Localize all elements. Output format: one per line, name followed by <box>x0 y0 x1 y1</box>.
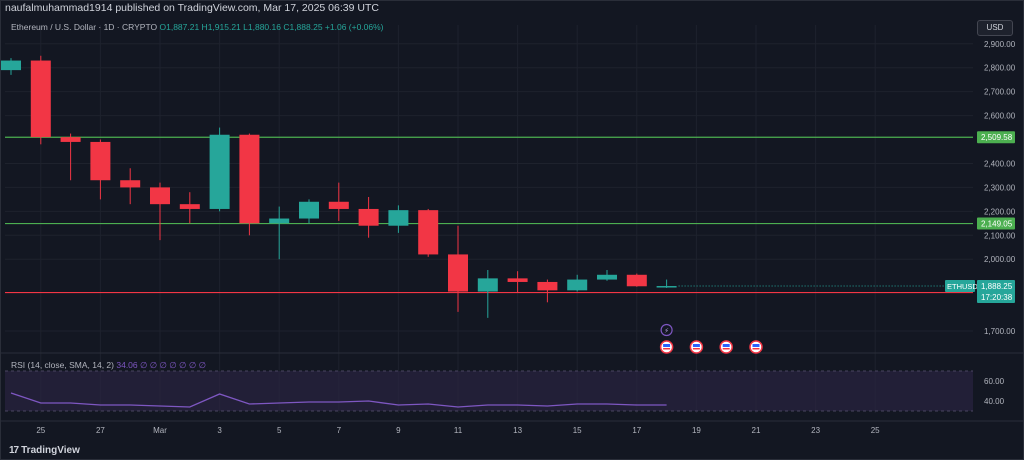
rsi-tick-label: 60.00 <box>984 377 1005 386</box>
flag-canton <box>722 344 730 347</box>
candle-down <box>626 274 647 287</box>
tradingview-mark-icon: 17 <box>9 445 19 456</box>
currency-button[interactable]: USD <box>977 20 1013 36</box>
price-tick-label: 2,800.00 <box>984 64 1016 73</box>
candle-down <box>537 281 558 291</box>
current-price-label: 1,888.25 <box>981 282 1013 291</box>
candle-down <box>30 60 51 138</box>
candle-up <box>299 201 319 219</box>
price-tick-label: 2,400.00 <box>984 159 1016 168</box>
candle-down <box>90 141 111 181</box>
price-tick-label: 2,200.00 <box>984 207 1016 216</box>
time-tick-label: Mar <box>153 426 167 435</box>
rsi-band <box>5 371 973 411</box>
tradingview-logo[interactable]: 17 TradingView <box>9 445 80 456</box>
rsi-title: RSI (14, close, SMA, 14, 2) <box>11 360 114 370</box>
level-price-label: 2,509.58 <box>981 133 1013 142</box>
rsi-line <box>10 392 667 408</box>
rsi-legend: RSI (14, close, SMA, 14, 2) 34.06 ∅ ∅ ∅ … <box>11 360 206 371</box>
rsi-value: 34.06 ∅ ∅ ∅ ∅ ∅ ∅ ∅ <box>116 360 206 370</box>
time-tick-label: 13 <box>513 426 522 435</box>
candle-down <box>150 187 170 205</box>
symbol-legend: Ethereum / U.S. Dollar · 1D · CRYPTO O1,… <box>11 22 384 32</box>
rsi-tick-label: 40.00 <box>984 397 1005 406</box>
candle-up <box>567 279 588 291</box>
countdown-label: 17:20:38 <box>981 293 1013 302</box>
level-price-label: 2,149.05 <box>981 220 1013 229</box>
price-tick-label: 2,600.00 <box>984 112 1016 121</box>
price-tick-label: 1,700.00 <box>984 327 1016 336</box>
time-tick-label: 19 <box>692 426 701 435</box>
time-tick-label: 5 <box>277 426 282 435</box>
candle-down <box>358 208 379 226</box>
ohlc-values: O1,887.21 H1,915.21 L1,880.16 C1,888.25 … <box>159 22 384 32</box>
symbol-tag <box>945 279 975 292</box>
candle-up <box>1 60 21 71</box>
time-tick-label: 7 <box>337 426 342 435</box>
time-tick-label: 9 <box>396 426 401 435</box>
candle-down <box>418 210 439 255</box>
level-price-tag <box>977 131 1015 144</box>
flag-canton <box>663 344 671 347</box>
symbol-title: Ethereum / U.S. Dollar · 1D · CRYPTO <box>11 22 158 32</box>
time-tick-label: 25 <box>36 426 45 435</box>
published-line: naufalmuhammad1914 published on TradingV… <box>5 2 379 14</box>
candle-up <box>656 286 677 288</box>
candle-up <box>269 218 290 224</box>
current-price-tag <box>977 279 1015 303</box>
flag-canton <box>752 344 760 347</box>
time-tick-label: 25 <box>871 426 880 435</box>
candle-up <box>477 278 498 292</box>
candle-down <box>179 204 200 209</box>
flag-stripe <box>752 348 760 350</box>
flag-stripe <box>692 348 700 350</box>
candle-down <box>328 201 349 209</box>
symbol-tag-label: ETHUSD <box>947 282 978 291</box>
candle-up <box>209 134 230 209</box>
time-tick-label: 23 <box>811 426 820 435</box>
flag-stripe <box>722 348 730 350</box>
candle-up <box>597 274 617 280</box>
brand-name: TradingView <box>21 445 80 456</box>
candle-up <box>388 210 409 226</box>
flag-stripe <box>663 348 671 350</box>
time-tick-label: 15 <box>573 426 582 435</box>
candle-down <box>60 137 81 142</box>
time-tick-label: 11 <box>454 426 463 435</box>
candle-down <box>239 134 260 224</box>
price-tick-label: 2,300.00 <box>984 183 1016 192</box>
lightning-event-icon <box>660 323 673 337</box>
time-tick-label: 21 <box>752 426 761 435</box>
price-tick-label: 2,700.00 <box>984 88 1016 97</box>
candle-down <box>507 278 528 282</box>
price-tick-label: 2,000.00 <box>984 255 1016 264</box>
candle-down <box>448 254 468 292</box>
level-price-tag <box>977 217 1015 230</box>
time-tick-label: 17 <box>632 426 641 435</box>
time-tick-label: 27 <box>96 426 105 435</box>
candle-down <box>120 180 141 188</box>
time-tick-label: 3 <box>217 426 222 435</box>
price-tick-label: 2,900.00 <box>984 40 1016 49</box>
flag-canton <box>692 344 700 347</box>
price-tick-label: 2,100.00 <box>984 231 1016 240</box>
lightning-glyph: ⚡ <box>664 327 669 335</box>
